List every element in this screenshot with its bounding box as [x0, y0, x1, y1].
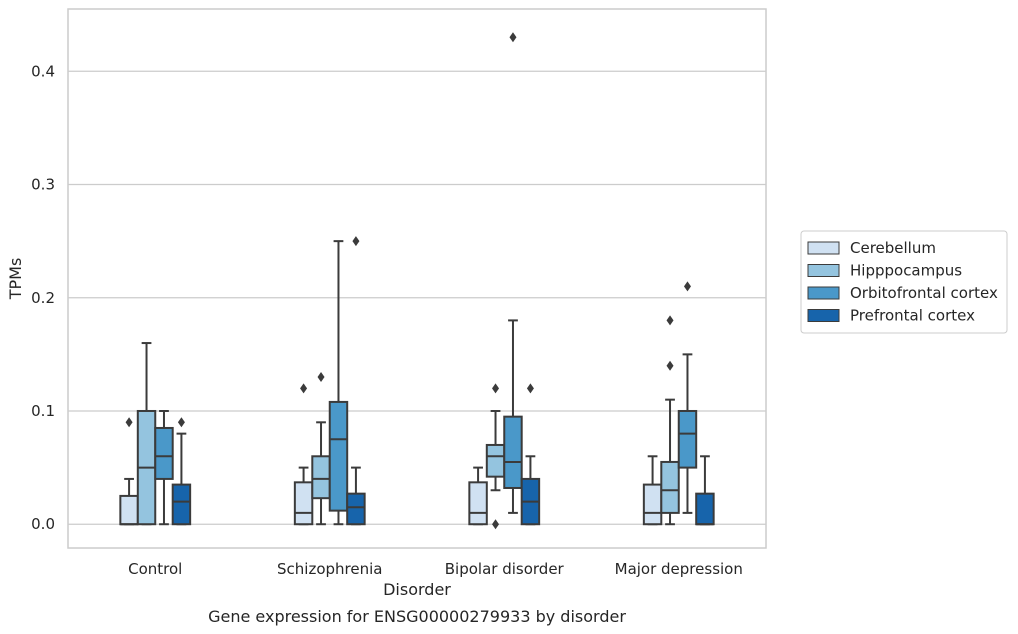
y-axis-title: TPMs [6, 258, 25, 301]
y-tick-label: 0.4 [31, 62, 55, 80]
boxes [119, 32, 715, 530]
box-body [293, 481, 314, 526]
box-body [468, 481, 488, 526]
x-tick-label: Schizophrenia [277, 560, 382, 578]
legend-frame [800, 230, 1008, 334]
legend-swatch [807, 241, 840, 255]
box-body [328, 400, 349, 512]
box-body [311, 455, 331, 500]
legend-label: Orbitofrontal cortex [850, 284, 998, 302]
box-cerebellum [468, 466, 488, 526]
y-tick-label: 0.2 [31, 289, 55, 307]
box-prefrontal-cortex [346, 236, 366, 526]
outlier-point [352, 236, 360, 247]
box-orbitofrontal-cortex [154, 409, 174, 526]
outlier-point [526, 383, 534, 394]
x-axis-ticks: Control Schizophrenia Bipolar disorder Majo… [128, 560, 743, 578]
x-axis-title: Disorder [383, 580, 451, 599]
box-orbitofrontal-cortex [328, 240, 349, 526]
box-hipppocampus [660, 315, 680, 526]
box-hipppocampus [136, 342, 157, 526]
box-cerebellum [293, 383, 314, 526]
box-body [642, 483, 663, 526]
outlier-point [317, 372, 325, 383]
box-body [677, 409, 698, 469]
legend-swatch [807, 264, 840, 277]
box-body [119, 494, 139, 526]
chart-caption: Gene expression for ENSG00000279933 by d… [208, 607, 626, 626]
outlier-point [683, 281, 691, 292]
x-tick-label: Major depression [615, 560, 743, 578]
y-tick-label: 0.3 [31, 176, 55, 194]
plot-frame [67, 8, 767, 549]
outlier-point [666, 315, 674, 326]
box-hipppocampus [485, 383, 506, 530]
box-prefrontal-cortex [171, 417, 192, 526]
outlier-point [125, 417, 133, 428]
outlier-point [666, 360, 674, 371]
box-prefrontal-cortex [695, 455, 715, 526]
box-prefrontal-cortex [520, 383, 541, 526]
box-body [346, 492, 366, 526]
box-orbitofrontal-cortex [677, 281, 698, 514]
box-body [154, 426, 174, 480]
box-orbitofrontal-cortex [503, 32, 523, 514]
outlier-point [300, 383, 308, 394]
box-cerebellum [119, 417, 139, 526]
legend: Cerebellum Hipppocampus Orbitofrontal cort… [800, 230, 1008, 334]
legend-label: Cerebellum [850, 239, 936, 257]
box-body [695, 492, 715, 526]
box-body [171, 483, 192, 526]
box-hipppocampus [311, 372, 331, 526]
x-tick-label: Bipolar disorder [445, 560, 565, 578]
box-body [503, 415, 523, 489]
y-tick-label: 0.1 [31, 402, 55, 420]
outlier-point [177, 417, 185, 428]
outlier-point [492, 519, 500, 530]
y-tick-label: 0.0 [31, 515, 55, 533]
y-axis-ticks: 0.0 0.1 0.2 0.3 0.4 [31, 62, 55, 533]
legend-label: Prefrontal cortex [850, 307, 975, 325]
outlier-point [492, 383, 500, 394]
x-tick-label: Control [128, 560, 182, 578]
legend-swatch [807, 286, 840, 300]
box-cerebellum [642, 455, 663, 526]
legend-label: Hipppocampus [850, 262, 962, 280]
box-body [485, 443, 506, 478]
legend-swatch [807, 309, 840, 322]
box-body [660, 460, 680, 514]
outlier-point [509, 32, 517, 43]
